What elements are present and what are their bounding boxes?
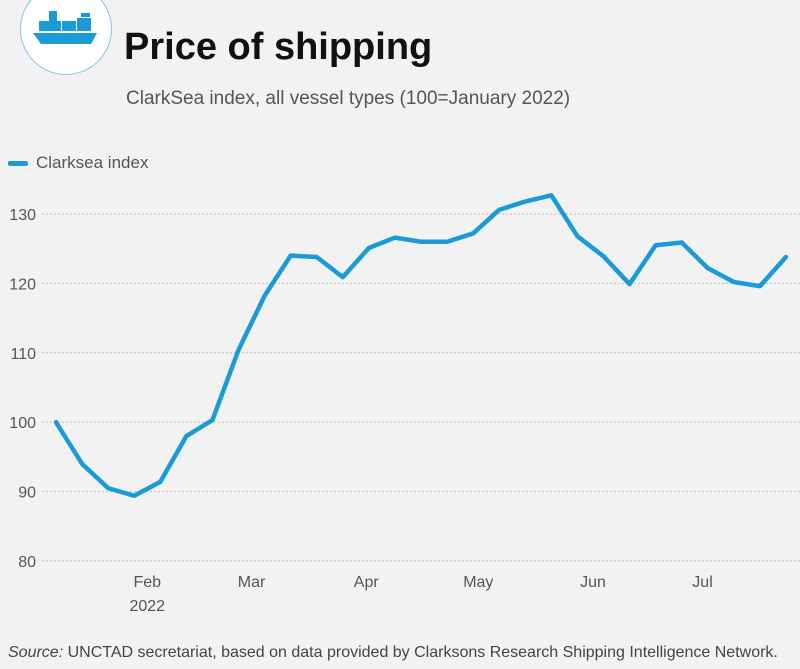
x-tick-label: Jul [692, 574, 712, 591]
page-subtitle: ClarkSea index, all vessel types (100=Ja… [126, 88, 571, 109]
legend: Clarksea index [8, 153, 148, 173]
y-tick-label: 130 [9, 207, 36, 224]
series-line-clarksea-index [53, 193, 789, 499]
x-tick-label: Apr [354, 574, 380, 591]
y-tick-label: 100 [9, 415, 36, 432]
source-note: Source: UNCTAD secretariat, based on dat… [8, 644, 778, 662]
source-label: Source: [8, 644, 64, 661]
y-tick-label: 90 [18, 485, 36, 502]
page-title: Price of shipping [124, 26, 433, 68]
y-tick-label: 120 [9, 276, 36, 293]
x-tick-label: Jun [580, 574, 606, 591]
x-tick-label: Feb [133, 574, 161, 591]
x-tick-year: 2022 [129, 598, 165, 615]
ship-icon [20, 0, 112, 75]
source-text: UNCTAD secretariat, based on data provid… [63, 644, 778, 661]
legend-swatch [8, 160, 28, 166]
x-tick-label: Mar [238, 574, 266, 591]
y-tick-label: 80 [18, 554, 36, 571]
x-tick-label: May [463, 574, 493, 591]
legend-label: Clarksea index [36, 153, 149, 172]
y-tick-label: 110 [10, 346, 36, 363]
